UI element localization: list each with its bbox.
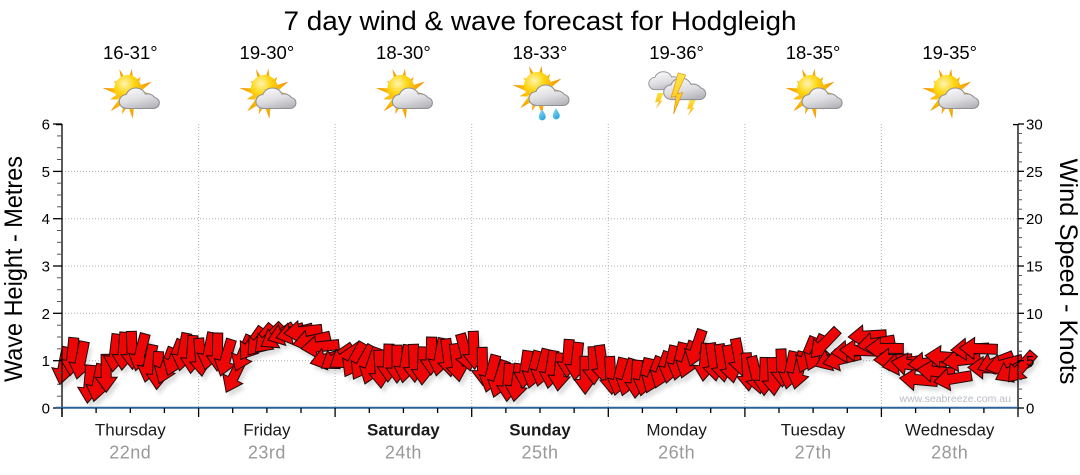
svg-text:16-31°: 16-31° xyxy=(103,42,158,63)
svg-text:27th: 27th xyxy=(795,443,832,463)
svg-text:4: 4 xyxy=(42,211,50,228)
svg-text:22nd: 22nd xyxy=(109,443,151,463)
svg-text:19-35°: 19-35° xyxy=(922,42,977,63)
svg-text:23rd: 23rd xyxy=(248,443,286,463)
svg-text:Tuesday: Tuesday xyxy=(781,421,846,440)
svg-text:25: 25 xyxy=(1026,164,1043,181)
svg-text:25th: 25th xyxy=(521,443,558,463)
svg-text:28th: 28th xyxy=(931,443,968,463)
svg-text:30: 30 xyxy=(1026,117,1043,134)
svg-text:Sunday: Sunday xyxy=(509,421,571,440)
svg-text:20: 20 xyxy=(1026,211,1043,228)
svg-text:5: 5 xyxy=(42,164,50,181)
svg-text:Thursday: Thursday xyxy=(95,421,166,440)
svg-text:Wind Speed - Knots: Wind Speed - Knots xyxy=(1054,159,1080,385)
svg-text:19-30°: 19-30° xyxy=(240,42,295,63)
svg-text:5: 5 xyxy=(1026,353,1034,370)
svg-text:18-30°: 18-30° xyxy=(376,42,431,63)
svg-text:Wednesday: Wednesday xyxy=(905,421,995,440)
svg-text:18-33°: 18-33° xyxy=(513,42,568,63)
svg-text:1: 1 xyxy=(42,353,50,370)
svg-text:0: 0 xyxy=(1026,401,1034,418)
svg-text:19-36°: 19-36° xyxy=(649,42,704,63)
svg-text:7 day wind & wave forecast for: 7 day wind & wave forecast for Hodgleigh xyxy=(284,6,797,36)
svg-text:6: 6 xyxy=(42,117,50,134)
svg-text:3: 3 xyxy=(42,259,50,276)
svg-text:18-35°: 18-35° xyxy=(786,42,841,63)
svg-text:0: 0 xyxy=(42,401,50,418)
svg-text:Saturday: Saturday xyxy=(367,421,440,440)
svg-text:10: 10 xyxy=(1026,306,1043,323)
svg-text:Monday: Monday xyxy=(646,421,707,440)
svg-text:24th: 24th xyxy=(385,443,422,463)
svg-text:Friday: Friday xyxy=(243,421,291,440)
svg-text:www.seabreeze.com.au: www.seabreeze.com.au xyxy=(899,393,1012,405)
svg-text:2: 2 xyxy=(42,306,50,323)
svg-text:26th: 26th xyxy=(658,443,695,463)
svg-text:Wave Height - Metres: Wave Height - Metres xyxy=(1,156,28,382)
svg-text:15: 15 xyxy=(1026,259,1043,276)
